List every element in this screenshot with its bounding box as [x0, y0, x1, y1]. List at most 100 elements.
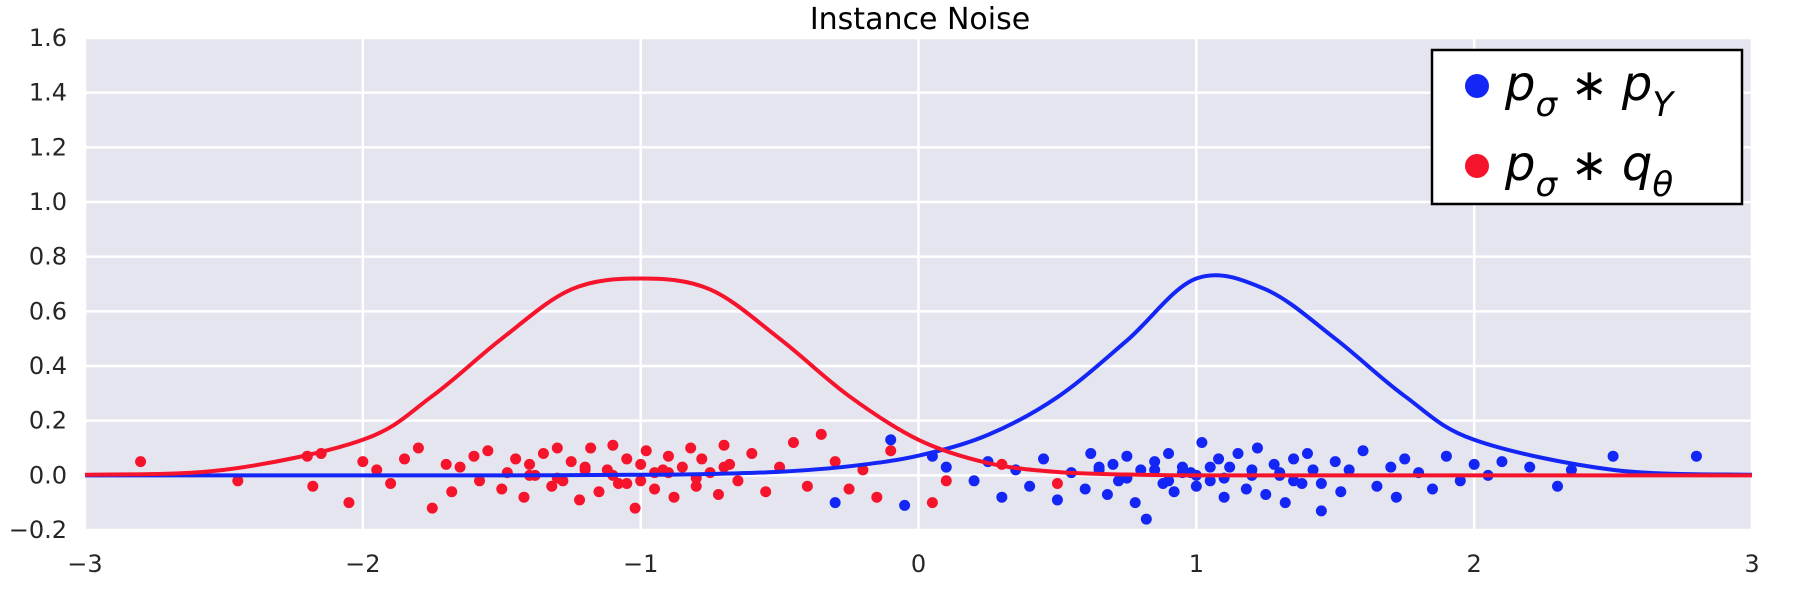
- scatter-point: [607, 439, 619, 451]
- scatter-point: [662, 450, 674, 462]
- scatter-point: [1565, 464, 1577, 476]
- chart-title: Instance Noise: [810, 2, 1030, 37]
- scatter-point: [1140, 513, 1152, 525]
- scatter-point: [1149, 456, 1161, 468]
- scatter-point: [640, 445, 652, 457]
- x-tick-label: −3: [67, 550, 102, 578]
- scatter-point: [857, 464, 869, 476]
- scatter-point: [1190, 480, 1202, 492]
- scatter-point: [551, 442, 563, 454]
- legend-entry: pσ ∗ qθ: [1504, 136, 1673, 205]
- scatter-point: [940, 475, 952, 487]
- scatter-point: [1552, 480, 1564, 492]
- scatter-point: [1335, 486, 1347, 498]
- scatter-point: [446, 486, 458, 498]
- scatter-point: [135, 456, 147, 468]
- scatter-point: [621, 453, 633, 465]
- scatter-point: [1204, 461, 1216, 473]
- scatter-point: [585, 442, 597, 454]
- y-axis-ticks: −0.2 0.0 0.2 0.4 0.6 0.8 1.0 1.2 1.4 1.6: [9, 24, 67, 544]
- scatter-point: [510, 453, 522, 465]
- y-tick-label: 0.4: [29, 352, 67, 380]
- scatter-point: [1149, 464, 1161, 476]
- scatter-point: [996, 491, 1008, 503]
- legend-entry: pσ ∗ pY: [1504, 56, 1675, 125]
- legend-marker: [1465, 154, 1489, 178]
- scatter-point: [1129, 497, 1141, 509]
- scatter-point: [385, 478, 397, 490]
- scatter-point: [496, 483, 508, 495]
- scatter-point: [371, 464, 383, 476]
- scatter-point: [1163, 475, 1175, 487]
- scatter-point: [1232, 447, 1244, 459]
- scatter-point: [629, 502, 641, 514]
- scatter-point: [635, 458, 647, 470]
- scatter-point: [1496, 456, 1508, 468]
- scatter-point: [1079, 483, 1091, 495]
- scatter-point: [1038, 453, 1050, 465]
- scatter-point: [1135, 464, 1147, 476]
- scatter-point: [1240, 483, 1252, 495]
- y-tick-label: 1.0: [29, 188, 67, 216]
- scatter-point: [649, 483, 661, 495]
- scatter-point: [537, 447, 549, 459]
- scatter-point: [801, 480, 813, 492]
- scatter-point: [815, 428, 827, 440]
- scatter-point: [524, 458, 536, 470]
- scatter-point: [426, 502, 438, 514]
- scatter-point: [1260, 488, 1272, 500]
- x-tick-label: −2: [345, 550, 380, 578]
- scatter-point: [565, 456, 577, 468]
- scatter-point: [829, 456, 841, 468]
- scatter-point: [1051, 494, 1063, 506]
- y-tick-label: 1.6: [29, 24, 67, 52]
- scatter-point: [1121, 450, 1133, 462]
- scatter-point: [1301, 447, 1313, 459]
- scatter-point: [843, 483, 855, 495]
- x-tick-label: 1: [1189, 550, 1204, 578]
- scatter-point: [1168, 486, 1180, 498]
- scatter-point: [940, 461, 952, 473]
- scatter-point: [760, 486, 772, 498]
- scatter-point: [926, 497, 938, 509]
- scatter-point: [1343, 464, 1355, 476]
- y-tick-label: −0.2: [9, 516, 67, 544]
- scatter-point: [1690, 450, 1702, 462]
- scatter-point: [1218, 491, 1230, 503]
- legend: pσ ∗ pY pσ ∗ qθ: [1430, 48, 1744, 206]
- scatter-point: [412, 442, 424, 454]
- scatter-point: [829, 497, 841, 509]
- scatter-point: [676, 461, 688, 473]
- scatter-point: [1315, 478, 1327, 490]
- legend-marker: [1465, 74, 1489, 98]
- scatter-point: [1607, 450, 1619, 462]
- scatter-point: [1051, 478, 1063, 490]
- y-tick-label: 0.0: [29, 461, 67, 489]
- scatter-point: [1440, 450, 1452, 462]
- scatter-point: [1307, 464, 1319, 476]
- scatter-point: [1426, 483, 1438, 495]
- scatter-point: [1329, 456, 1341, 468]
- scatter-point: [612, 478, 624, 490]
- scatter-point: [685, 442, 697, 454]
- scatter-point: [718, 461, 730, 473]
- scatter-point: [1196, 437, 1208, 449]
- scatter-point: [718, 439, 730, 451]
- scatter-point: [1390, 491, 1402, 503]
- scatter-point: [357, 456, 369, 468]
- x-tick-label: 0: [911, 550, 926, 578]
- x-tick-label: −1: [623, 550, 658, 578]
- scatter-point: [399, 453, 411, 465]
- scatter-point: [1204, 475, 1216, 487]
- scatter-point: [621, 478, 633, 490]
- scatter-point: [746, 447, 758, 459]
- scatter-point: [440, 458, 452, 470]
- scatter-point: [474, 475, 486, 487]
- density-curve: [85, 273, 1753, 478]
- scatter-point: [1213, 453, 1225, 465]
- scatter-point: [885, 434, 897, 446]
- scatter-point: [712, 488, 724, 500]
- scatter-point: [1454, 475, 1466, 487]
- scatter-point: [1163, 447, 1175, 459]
- scatter-point: [1024, 480, 1036, 492]
